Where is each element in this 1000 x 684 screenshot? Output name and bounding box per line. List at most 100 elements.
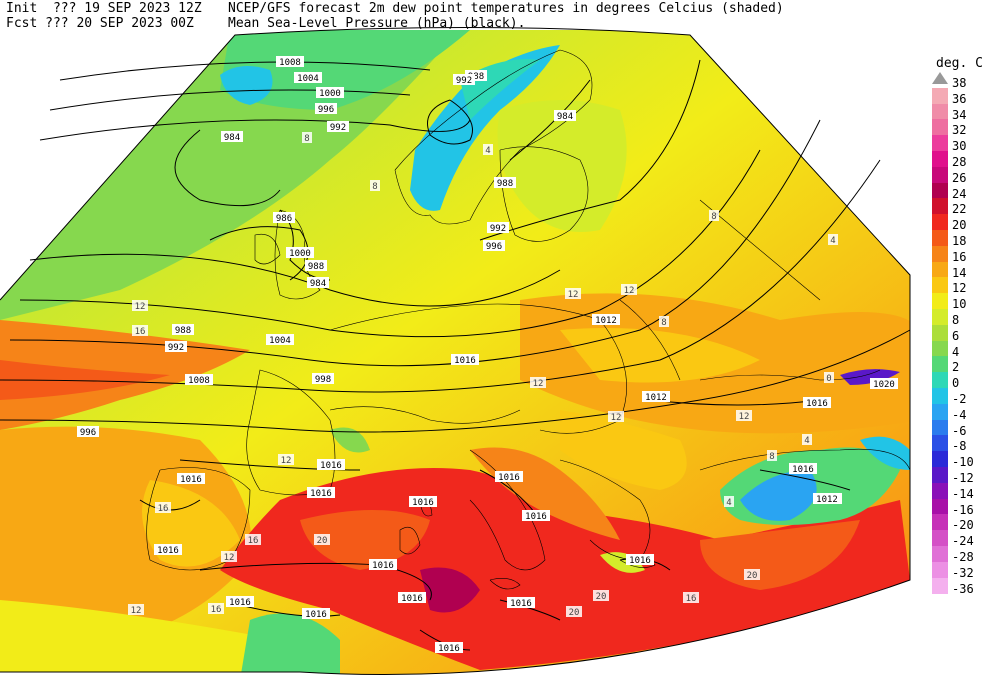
svg-text:20: 20: [747, 571, 758, 581]
legend-swatch: [932, 451, 948, 468]
legend-swatch: [932, 103, 948, 120]
legend-unit: deg. C: [936, 56, 983, 71]
svg-text:12: 12: [224, 553, 235, 563]
dewpoint-contour-label: 8: [659, 316, 669, 328]
isobar-label: 1000: [286, 247, 314, 259]
svg-text:1004: 1004: [297, 74, 319, 84]
dewpoint-contour-label: 4: [802, 434, 812, 446]
svg-text:1016: 1016: [806, 399, 828, 409]
svg-text:1016: 1016: [157, 546, 179, 556]
legend-level-label: -4: [952, 407, 967, 422]
isobar-label: 1016: [398, 592, 426, 604]
legend-level-label: 12: [952, 281, 967, 296]
isobar-label: 988: [305, 260, 327, 272]
legend-swatch: [932, 245, 948, 262]
svg-text:20: 20: [569, 608, 580, 618]
isobar-label-layer: 1008100410009969929889849869889849889929…: [77, 56, 898, 654]
legend-level-label: -8: [952, 439, 967, 454]
svg-text:998: 998: [315, 375, 331, 385]
isobar-label: 992: [165, 341, 187, 353]
svg-text:1016: 1016: [310, 489, 332, 499]
legend-swatch: [932, 546, 948, 562]
svg-text:988: 988: [175, 326, 191, 336]
svg-text:984: 984: [224, 133, 240, 143]
legend-swatch: [932, 530, 948, 547]
legend-swatch: [932, 577, 948, 594]
svg-text:1016: 1016: [629, 556, 651, 566]
isobar-label: 996: [483, 240, 505, 252]
dewpoint-contour-label: 12: [736, 410, 752, 422]
svg-text:988: 988: [468, 72, 484, 82]
legend-level-label: 26: [952, 170, 967, 185]
svg-text:1000: 1000: [319, 89, 341, 99]
svg-text:4: 4: [485, 146, 490, 156]
svg-text:986: 986: [276, 214, 292, 224]
svg-text:992: 992: [330, 123, 346, 133]
legend-level-label: -10: [952, 455, 974, 470]
svg-text:1016: 1016: [229, 598, 251, 608]
isobar-label: 992: [453, 74, 475, 86]
dewpoint-contour-label: 16: [208, 603, 224, 615]
dewpoint-contour-label: 20: [566, 606, 582, 618]
isobar-label: 988: [494, 177, 516, 189]
svg-text:16: 16: [135, 327, 146, 337]
isobar-label: 1004: [266, 334, 294, 346]
init-time: Init ??? 19 SEP 2023 12Z: [6, 1, 202, 16]
dewpoint-contour-label: 20: [744, 569, 760, 581]
legend-level-label: 0: [952, 376, 960, 391]
dewpoint-contour-label: 12: [608, 411, 624, 423]
legend-level-label: -14: [952, 486, 974, 501]
svg-text:1016: 1016: [792, 465, 814, 475]
legend-level-label: -32: [952, 565, 974, 580]
dewpoint-contour-label: 4: [483, 144, 493, 156]
svg-text:16: 16: [248, 536, 259, 546]
isobar-label: 1012: [592, 314, 620, 326]
legend-level-label: 8: [952, 313, 960, 327]
dewpoint-contour-label: 12: [221, 551, 237, 563]
svg-text:984: 984: [310, 279, 326, 289]
isobar-label: 1016: [435, 642, 463, 654]
legend-swatch: [932, 372, 948, 389]
svg-text:996: 996: [80, 428, 96, 438]
dewpoint-contour-label: 12: [132, 300, 148, 312]
dewpoint-contour-label: 12: [565, 288, 581, 300]
svg-text:8: 8: [711, 212, 716, 222]
dewpoint-contour-label: 16: [245, 534, 261, 546]
isobar-label: 988: [465, 70, 487, 82]
legend-level-label: 36: [952, 91, 967, 106]
legend-level-label: 24: [952, 186, 967, 201]
legend-level-label: 4: [952, 344, 960, 359]
isobar-label: 1016: [154, 544, 182, 556]
svg-text:0: 0: [826, 374, 831, 384]
svg-text:4: 4: [830, 236, 835, 246]
legend-level-label: 14: [952, 265, 967, 280]
svg-text:1016: 1016: [320, 461, 342, 471]
svg-text:12: 12: [611, 413, 622, 423]
svg-text:8: 8: [372, 182, 377, 192]
isobar-label: 1016: [307, 487, 335, 499]
svg-text:12: 12: [135, 302, 146, 312]
legend-swatch: [932, 419, 948, 436]
legend-level-label: -20: [952, 518, 974, 533]
isobar-label: 1016: [451, 354, 479, 366]
dewpoint-contour-label: 12: [128, 604, 144, 616]
svg-text:1016: 1016: [180, 475, 202, 485]
isobar-label: 1016: [317, 459, 345, 471]
svg-text:1012: 1012: [595, 316, 617, 326]
legend-swatch: [932, 498, 948, 515]
legend-level-label: 20: [952, 218, 967, 233]
svg-text:12: 12: [281, 456, 292, 466]
isobar-label: 984: [307, 277, 329, 289]
legend-swatch: [932, 230, 948, 246]
svg-text:20: 20: [596, 592, 607, 602]
legend-level-label: 6: [952, 328, 960, 343]
isobar-label: 986: [273, 212, 295, 224]
dewpoint-contour-label: 20: [593, 590, 609, 602]
svg-text:1016: 1016: [305, 610, 327, 620]
svg-text:16: 16: [158, 504, 169, 514]
dewpoint-contour-label: 12: [278, 454, 294, 466]
svg-text:992: 992: [456, 76, 472, 86]
legend-swatch: [932, 435, 948, 452]
isobar-label: 1016: [507, 597, 535, 609]
svg-text:1012: 1012: [816, 495, 838, 505]
